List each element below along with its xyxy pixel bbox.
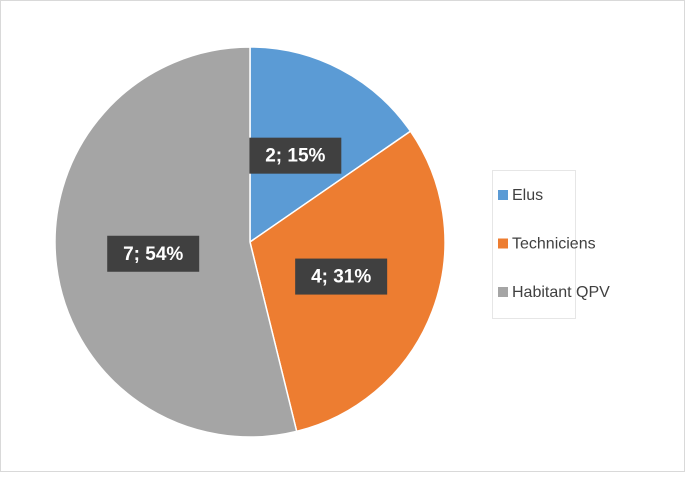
legend-label: Techniciens [512, 236, 596, 253]
data-label: 7; 54% [123, 244, 183, 265]
legend-label: Elus [512, 187, 543, 204]
data-label-box [295, 258, 388, 295]
legend-swatch [498, 190, 508, 200]
data-label: 4; 31% [311, 267, 371, 288]
data-label: 2; 15% [265, 146, 325, 167]
legend-label: Habitant QPV [512, 284, 610, 301]
data-label-box [107, 235, 200, 272]
data-label-box [249, 137, 342, 174]
legend-swatch [498, 238, 508, 249]
legend-swatch [498, 287, 508, 297]
